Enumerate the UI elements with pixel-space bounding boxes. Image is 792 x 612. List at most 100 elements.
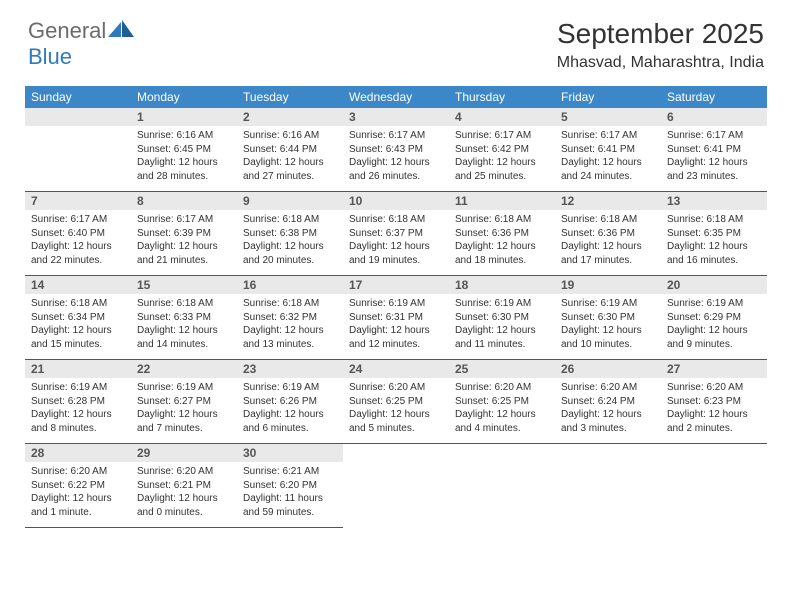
day-line: Sunrise: 6:16 AM <box>243 129 337 143</box>
day-line: Daylight: 12 hours <box>137 240 231 254</box>
day-line: Daylight: 12 hours <box>349 156 443 170</box>
day-line: Sunset: 6:34 PM <box>31 311 125 325</box>
day-line: Sunset: 6:39 PM <box>137 227 231 241</box>
day-cell: 18Sunrise: 6:19 AMSunset: 6:30 PMDayligh… <box>449 276 555 360</box>
day-line: Sunset: 6:26 PM <box>243 395 337 409</box>
day-line: Daylight: 12 hours <box>561 240 655 254</box>
day-cell: 29Sunrise: 6:20 AMSunset: 6:21 PMDayligh… <box>131 444 237 528</box>
dow-header: Wednesday <box>343 86 449 108</box>
title-block: September 2025 Mhasvad, Maharashtra, Ind… <box>557 18 764 72</box>
day-body: Sunrise: 6:18 AMSunset: 6:33 PMDaylight:… <box>131 294 237 359</box>
day-line: Sunset: 6:23 PM <box>667 395 761 409</box>
day-line: Sunset: 6:30 PM <box>561 311 655 325</box>
day-number: 7 <box>25 192 131 210</box>
day-cell: 22Sunrise: 6:19 AMSunset: 6:27 PMDayligh… <box>131 360 237 444</box>
day-line: Sunset: 6:24 PM <box>561 395 655 409</box>
day-cell: 15Sunrise: 6:18 AMSunset: 6:33 PMDayligh… <box>131 276 237 360</box>
sail-icon <box>108 20 134 38</box>
day-number: 4 <box>449 108 555 126</box>
day-line: Daylight: 12 hours <box>137 492 231 506</box>
day-line: and 12 minutes. <box>349 338 443 352</box>
day-body: Sunrise: 6:19 AMSunset: 6:28 PMDaylight:… <box>25 378 131 443</box>
empty-cell <box>25 126 131 188</box>
day-line: Sunset: 6:41 PM <box>667 143 761 157</box>
day-number: 2 <box>237 108 343 126</box>
day-line: Daylight: 12 hours <box>31 492 125 506</box>
day-line: and 15 minutes. <box>31 338 125 352</box>
day-body: Sunrise: 6:17 AMSunset: 6:43 PMDaylight:… <box>343 126 449 191</box>
day-line: Daylight: 12 hours <box>137 408 231 422</box>
day-line: and 3 minutes. <box>561 422 655 436</box>
day-line: Sunrise: 6:17 AM <box>667 129 761 143</box>
day-line: and 28 minutes. <box>137 170 231 184</box>
day-line: Daylight: 12 hours <box>349 324 443 338</box>
day-line: Daylight: 12 hours <box>667 408 761 422</box>
day-cell: 25Sunrise: 6:20 AMSunset: 6:25 PMDayligh… <box>449 360 555 444</box>
day-line: Daylight: 12 hours <box>667 324 761 338</box>
empty-cell <box>555 444 661 506</box>
empty-cell <box>449 444 555 506</box>
dow-header: Sunday <box>25 86 131 108</box>
day-cell: 2Sunrise: 6:16 AMSunset: 6:44 PMDaylight… <box>237 108 343 192</box>
day-number: 15 <box>131 276 237 294</box>
day-number: 25 <box>449 360 555 378</box>
empty-daynum <box>25 108 131 126</box>
day-number: 26 <box>555 360 661 378</box>
logo-text: General Blue <box>28 18 134 70</box>
day-line: and 27 minutes. <box>243 170 337 184</box>
day-line: and 2 minutes. <box>667 422 761 436</box>
week-row: 1Sunrise: 6:16 AMSunset: 6:45 PMDaylight… <box>25 108 767 192</box>
day-line: Daylight: 12 hours <box>561 408 655 422</box>
day-line: Sunrise: 6:19 AM <box>31 381 125 395</box>
day-line: Sunrise: 6:19 AM <box>667 297 761 311</box>
week-row: 7Sunrise: 6:17 AMSunset: 6:40 PMDaylight… <box>25 192 767 276</box>
day-body: Sunrise: 6:19 AMSunset: 6:26 PMDaylight:… <box>237 378 343 443</box>
dow-header: Thursday <box>449 86 555 108</box>
day-line: Sunset: 6:31 PM <box>349 311 443 325</box>
day-cell: 13Sunrise: 6:18 AMSunset: 6:35 PMDayligh… <box>661 192 767 276</box>
day-line: Sunset: 6:22 PM <box>31 479 125 493</box>
day-line: Daylight: 12 hours <box>31 240 125 254</box>
day-cell: 19Sunrise: 6:19 AMSunset: 6:30 PMDayligh… <box>555 276 661 360</box>
day-line: Daylight: 12 hours <box>349 408 443 422</box>
day-body: Sunrise: 6:16 AMSunset: 6:45 PMDaylight:… <box>131 126 237 191</box>
day-cell: 16Sunrise: 6:18 AMSunset: 6:32 PMDayligh… <box>237 276 343 360</box>
day-cell <box>25 108 131 192</box>
day-line: and 21 minutes. <box>137 254 231 268</box>
day-body: Sunrise: 6:17 AMSunset: 6:41 PMDaylight:… <box>555 126 661 191</box>
day-line: Daylight: 11 hours <box>243 492 337 506</box>
day-cell: 4Sunrise: 6:17 AMSunset: 6:42 PMDaylight… <box>449 108 555 192</box>
day-line: and 7 minutes. <box>137 422 231 436</box>
day-line: and 0 minutes. <box>137 506 231 520</box>
day-line: Sunset: 6:45 PM <box>137 143 231 157</box>
week-row: 28Sunrise: 6:20 AMSunset: 6:22 PMDayligh… <box>25 444 767 528</box>
day-body: Sunrise: 6:20 AMSunset: 6:21 PMDaylight:… <box>131 462 237 527</box>
day-number: 27 <box>661 360 767 378</box>
day-line: and 4 minutes. <box>455 422 549 436</box>
day-number: 30 <box>237 444 343 462</box>
day-line: Sunset: 6:36 PM <box>561 227 655 241</box>
day-line: and 19 minutes. <box>349 254 443 268</box>
day-body: Sunrise: 6:18 AMSunset: 6:37 PMDaylight:… <box>343 210 449 275</box>
day-line: Sunrise: 6:21 AM <box>243 465 337 479</box>
day-number: 9 <box>237 192 343 210</box>
day-line: and 10 minutes. <box>561 338 655 352</box>
day-line: Sunset: 6:42 PM <box>455 143 549 157</box>
empty-cell <box>661 444 767 506</box>
day-line: Sunset: 6:43 PM <box>349 143 443 157</box>
day-number: 29 <box>131 444 237 462</box>
day-cell: 28Sunrise: 6:20 AMSunset: 6:22 PMDayligh… <box>25 444 131 528</box>
dow-header: Friday <box>555 86 661 108</box>
day-line: Daylight: 12 hours <box>455 240 549 254</box>
day-number: 6 <box>661 108 767 126</box>
day-line: Daylight: 12 hours <box>243 240 337 254</box>
day-number: 12 <box>555 192 661 210</box>
day-cell: 3Sunrise: 6:17 AMSunset: 6:43 PMDaylight… <box>343 108 449 192</box>
day-body: Sunrise: 6:18 AMSunset: 6:36 PMDaylight:… <box>555 210 661 275</box>
day-line: Sunrise: 6:18 AM <box>243 213 337 227</box>
day-cell: 14Sunrise: 6:18 AMSunset: 6:34 PMDayligh… <box>25 276 131 360</box>
day-line: Daylight: 12 hours <box>31 324 125 338</box>
day-line: Daylight: 12 hours <box>243 324 337 338</box>
day-line: Sunrise: 6:19 AM <box>243 381 337 395</box>
day-line: Sunset: 6:30 PM <box>455 311 549 325</box>
